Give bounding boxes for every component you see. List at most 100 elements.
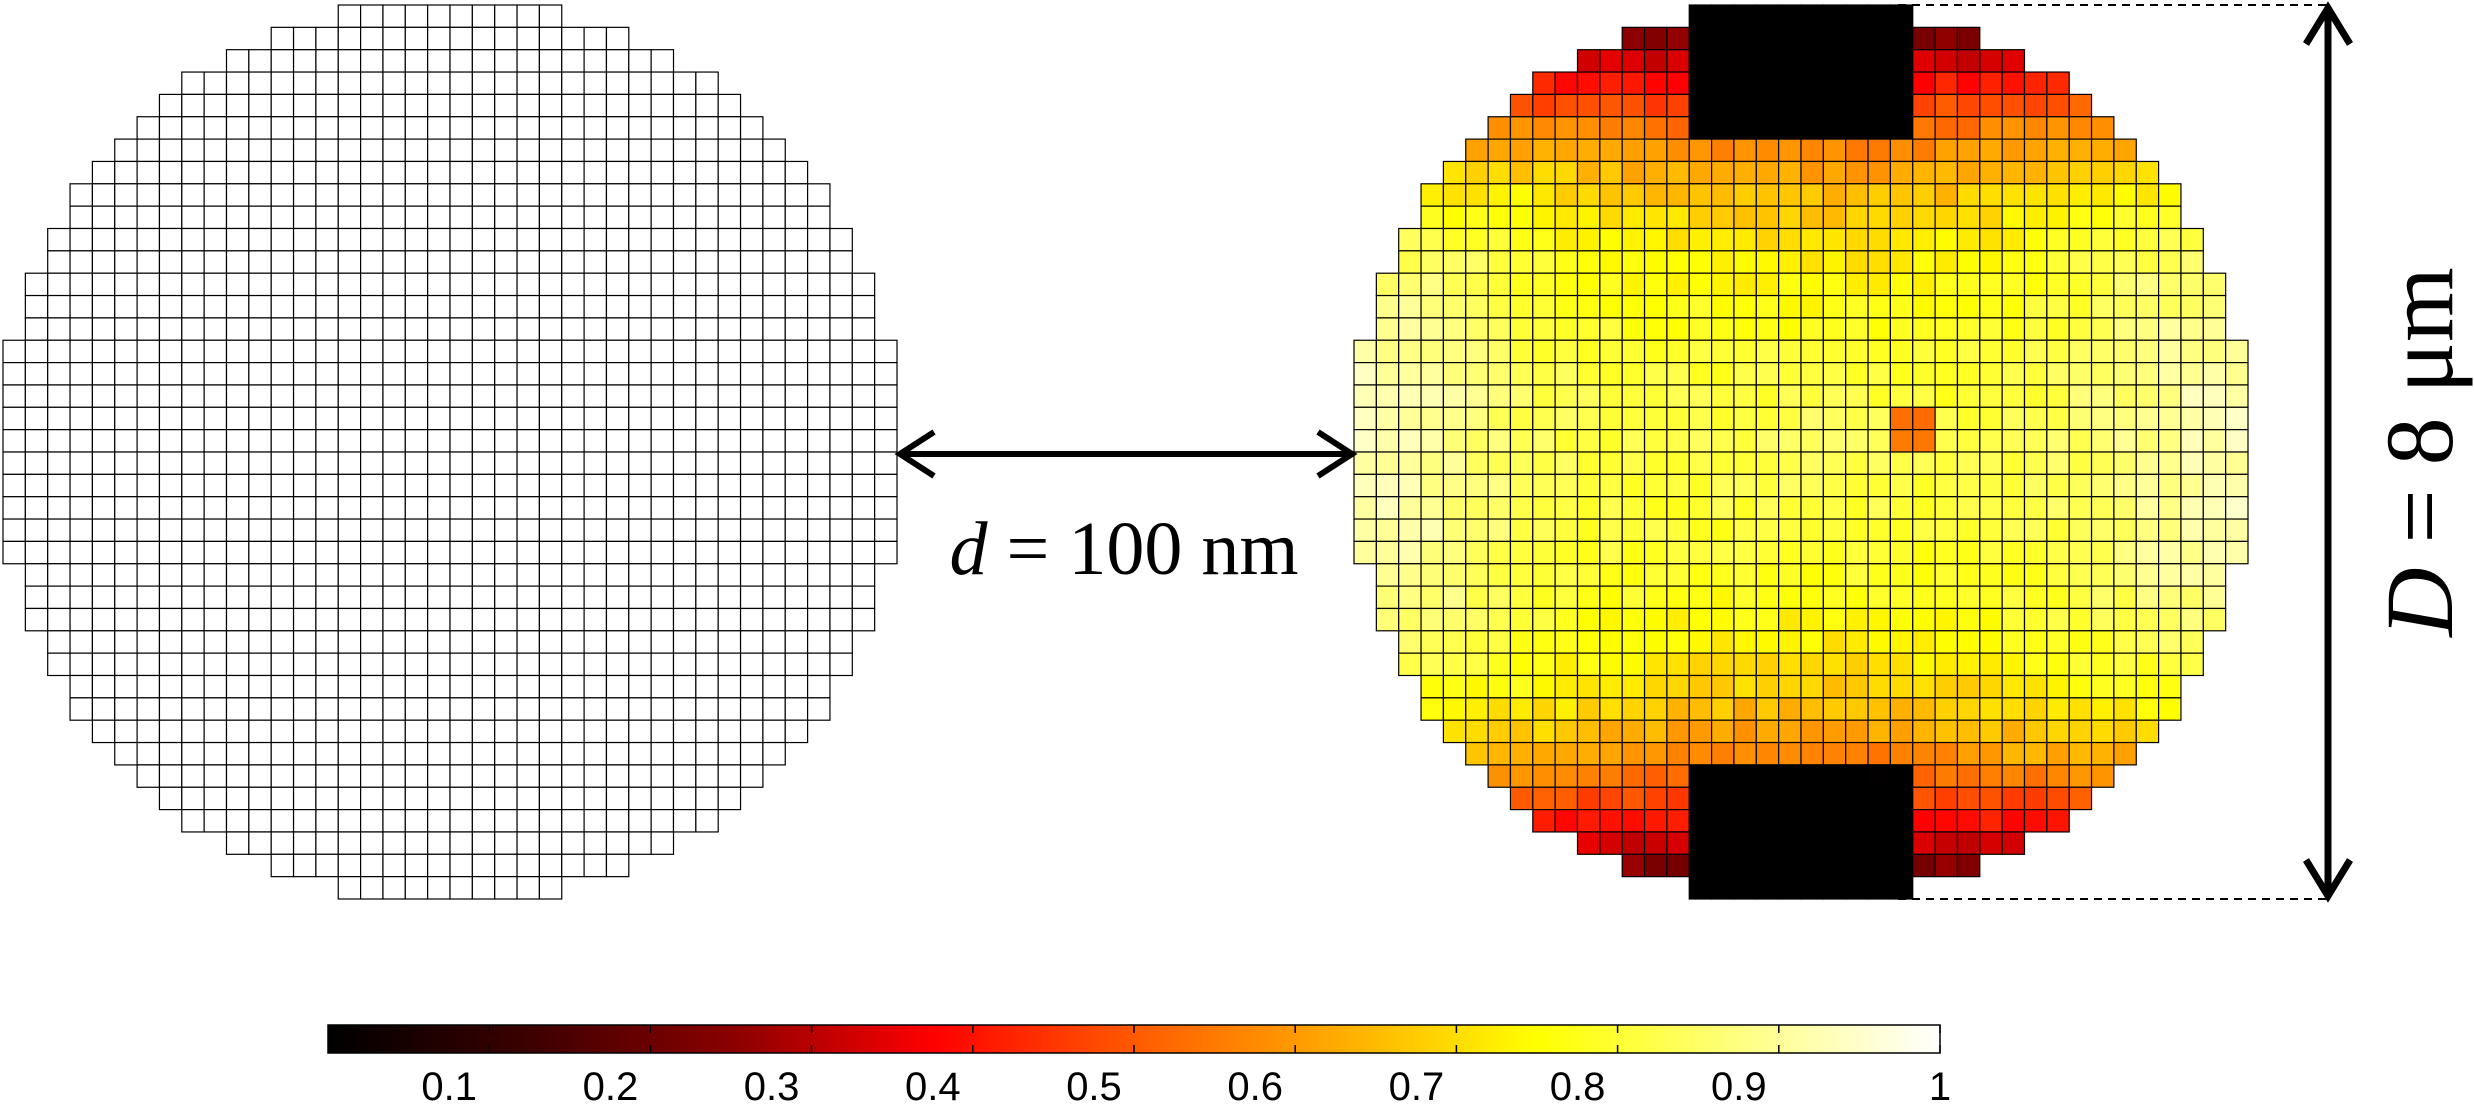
mesh-cell	[538, 563, 563, 587]
heatmap-cell	[1375, 294, 1400, 319]
heatmap-cell	[2202, 451, 2227, 475]
mesh-cell	[628, 406, 652, 431]
heatmap-cell	[1710, 540, 1735, 565]
heatmap-cell	[2023, 362, 2048, 386]
heatmap-cell	[1398, 540, 1422, 565]
heatmap-cell	[1643, 741, 1668, 766]
heatmap-cell	[1554, 719, 1579, 744]
heatmap-cell	[1509, 451, 1534, 475]
mesh-cell	[203, 697, 228, 721]
heatmap-cell	[1666, 384, 1690, 408]
heatmap-cell	[2068, 116, 2093, 140]
heatmap-cell	[2113, 607, 2137, 632]
heatmap-cell	[1599, 674, 1623, 699]
heatmap-cell	[1599, 630, 1623, 654]
heatmap-cell	[1867, 183, 1892, 207]
heatmap-cell	[2113, 205, 2137, 230]
mesh-cell	[494, 406, 518, 431]
heatmap-cell	[1710, 26, 1735, 51]
heatmap-cell	[1599, 518, 1623, 542]
heatmap-cell	[1934, 473, 1959, 498]
heatmap-cell	[2001, 183, 2026, 207]
heatmap-cell	[2023, 227, 2048, 252]
heatmap-cell	[1599, 339, 1623, 364]
mesh-cell	[538, 26, 563, 51]
mesh-cell	[806, 540, 831, 565]
heatmap-cell	[2202, 473, 2227, 498]
mesh-cell	[628, 786, 652, 811]
heatmap-cell	[1778, 71, 1802, 96]
mesh-cell	[874, 339, 898, 364]
heatmap-cell	[1420, 339, 1445, 364]
heatmap-cell	[1956, 71, 1981, 96]
mesh-cell	[292, 362, 317, 386]
mesh-cell	[136, 339, 161, 364]
heatmap-cell	[1688, 563, 1713, 587]
mesh-cell	[404, 451, 429, 475]
heatmap-cell	[1554, 160, 1579, 185]
heatmap-cell	[1710, 183, 1735, 207]
mesh-cell	[181, 183, 205, 207]
mesh-cell	[337, 741, 362, 766]
mesh-cell	[494, 138, 518, 163]
mesh-cell	[203, 384, 228, 408]
colorbar-tick-label: 0.8	[1550, 1065, 1606, 1108]
heatmap-cell	[2046, 652, 2070, 677]
mesh-cell	[538, 607, 563, 632]
heatmap-cell	[1778, 4, 1802, 28]
mesh-cell	[382, 518, 406, 542]
heatmap-cell	[1755, 93, 1780, 118]
mesh-cell	[561, 294, 585, 319]
mesh-cell	[315, 317, 339, 341]
mesh-cell	[203, 652, 228, 677]
heatmap-cell	[1845, 607, 1869, 632]
heatmap-cell	[1643, 49, 1668, 73]
heatmap-cell	[1666, 674, 1690, 699]
mesh-cell	[382, 697, 406, 721]
mesh-cell	[806, 585, 831, 610]
heatmap-cell	[1576, 540, 1601, 565]
heatmap-cell	[1912, 607, 1936, 632]
mesh-cell	[717, 630, 742, 654]
mesh-cell	[360, 26, 384, 51]
heatmap-cell	[1420, 250, 1445, 274]
heatmap-cell	[1643, 429, 1668, 453]
mesh-cell	[404, 250, 429, 274]
heatmap-cell	[1778, 764, 1802, 788]
heatmap-cell	[1398, 563, 1422, 587]
heatmap-cell	[1442, 563, 1467, 587]
heatmap-cell	[1755, 607, 1780, 632]
heatmap-cell	[1934, 272, 1959, 297]
heatmap-cell	[2113, 160, 2137, 185]
heatmap-cell	[1420, 227, 1445, 252]
mesh-cell	[494, 741, 518, 766]
mesh-cell	[47, 272, 71, 297]
heatmap-cell	[1845, 294, 1869, 319]
mesh-cell	[158, 272, 183, 297]
heatmap-cell	[2180, 496, 2204, 520]
mesh-cell	[494, 853, 518, 878]
mesh-cell	[471, 697, 496, 721]
mesh-cell	[851, 272, 876, 297]
mesh-cell	[382, 473, 406, 498]
mesh-cell	[360, 183, 384, 207]
mesh-cell	[136, 406, 161, 431]
heatmap-cell	[1822, 518, 1847, 542]
heatmap-cell	[1465, 473, 1489, 498]
mesh-cell	[181, 697, 205, 721]
heatmap-cell	[1845, 540, 1869, 565]
mesh-cell	[203, 205, 228, 230]
heatmap-cell	[2158, 585, 2182, 610]
heatmap-cell	[1621, 674, 1646, 699]
heatmap-cell	[1554, 540, 1579, 565]
heatmap-cell	[1800, 876, 1824, 900]
mesh-cell	[427, 518, 451, 542]
heatmap-cell	[1666, 250, 1690, 274]
mesh-cell	[248, 741, 272, 766]
mesh-cell	[427, 250, 451, 274]
heatmap-cell	[1599, 317, 1623, 341]
gap-label: d = 100 nm	[950, 507, 1299, 591]
heatmap-cell	[1643, 496, 1668, 520]
mesh-cell	[583, 138, 608, 163]
mesh-cell	[292, 406, 317, 431]
